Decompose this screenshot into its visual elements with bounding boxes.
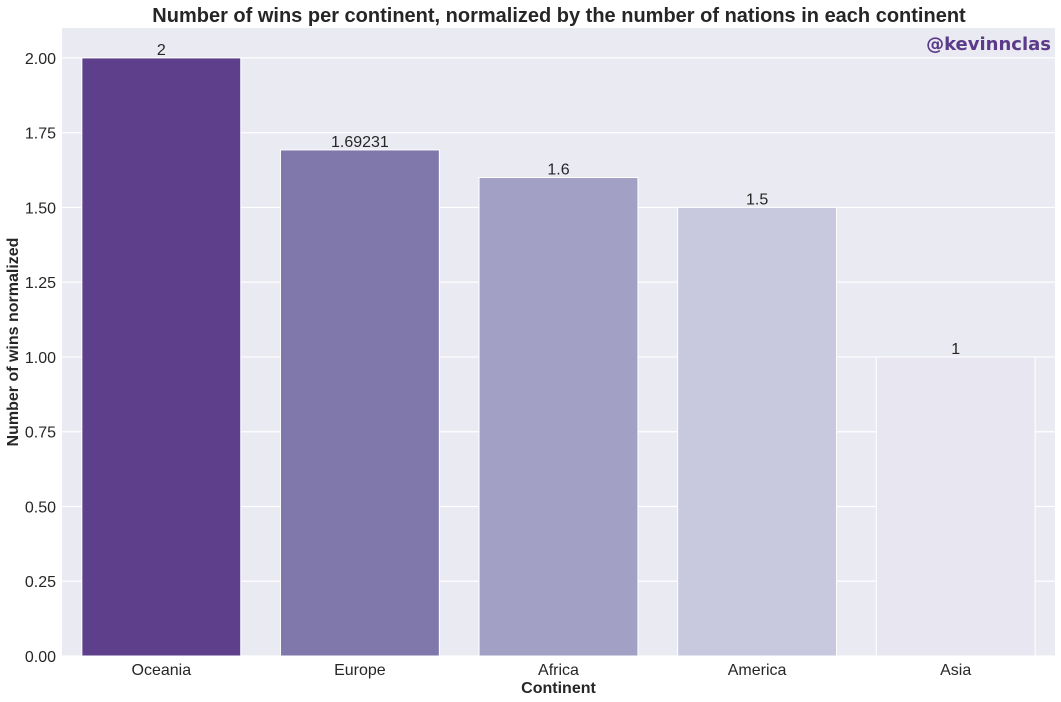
y-tick-label: 2.00: [25, 51, 56, 68]
y-tick-label: 1.00: [25, 350, 56, 367]
y-tick-label: 1.75: [25, 126, 56, 143]
x-tick-label: Oceania: [132, 662, 192, 679]
y-tick-label: 0.75: [25, 425, 56, 442]
data-label-europe: 1.69231: [331, 134, 389, 151]
bar-oceania: [81, 57, 242, 657]
x-axis-ticks: Oceania Europe Africa America Asia: [132, 662, 972, 679]
x-tick-label: America: [728, 662, 787, 679]
data-label-asia: 1: [951, 341, 960, 358]
data-label-africa: 1.6: [547, 162, 569, 179]
y-tick-label: 0.25: [25, 574, 56, 591]
y-tick-label: 1.50: [25, 200, 56, 217]
watermark-handle: @kevinnclas: [926, 34, 1051, 55]
y-tick-label: 0.50: [25, 499, 56, 516]
data-labels: 2 1.69231 1.6 1.5 1: [157, 42, 960, 358]
x-tick-label: Europe: [334, 662, 386, 679]
bars: [81, 57, 1036, 657]
y-tick-label: 0.00: [25, 649, 56, 666]
y-axis-ticks: 0.00 0.25 0.50 0.75 1.00 1.25 1.50 1.75 2.00: [25, 51, 56, 666]
y-axis-title: Number of wins normalized: [5, 238, 22, 447]
data-label-america: 1.5: [746, 191, 768, 208]
x-tick-label: Asia: [940, 662, 971, 679]
x-tick-label: Africa: [538, 662, 579, 679]
bar-asia: [875, 356, 1036, 657]
chart-title: Number of wins per continent, normalized…: [152, 5, 966, 27]
data-label-oceania: 2: [157, 42, 166, 59]
bar-america: [677, 206, 838, 657]
bar-europe: [279, 149, 440, 657]
y-tick-label: 1.25: [25, 275, 56, 292]
bar-africa: [478, 177, 639, 657]
x-axis-title: Continent: [521, 680, 596, 697]
